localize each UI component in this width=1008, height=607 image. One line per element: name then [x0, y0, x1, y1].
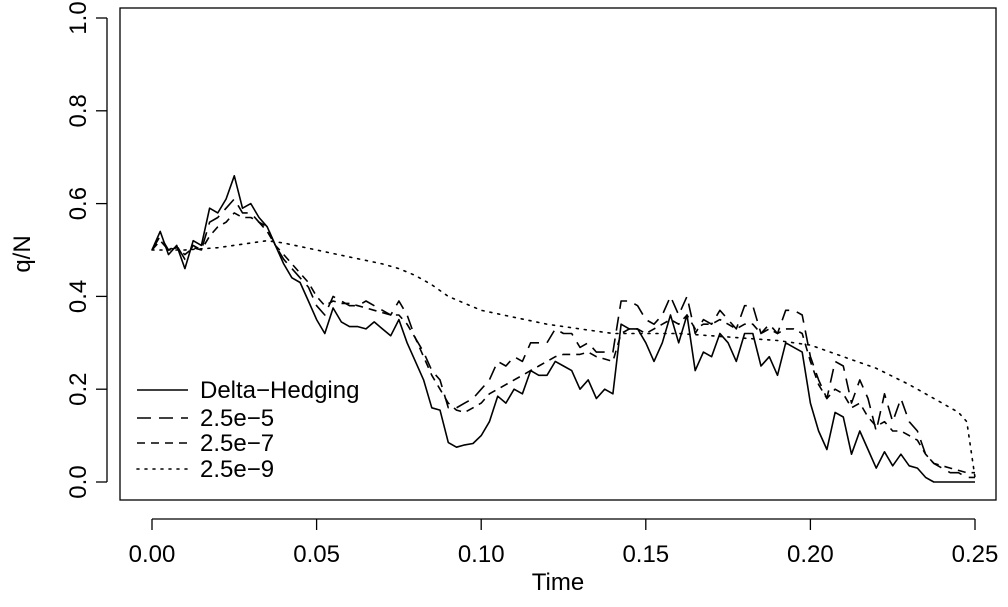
y-tick-label: 1.0 [65, 1, 92, 34]
y-axis: 0.0 0.2 0.4 0.6 0.8 1.0 [65, 1, 108, 499]
y-tick-label: 0.2 [65, 373, 92, 406]
y-tick-label: 0.6 [65, 187, 92, 220]
x-axis: 0.00 0.05 0.10 0.15 0.20 0.25 [129, 518, 999, 568]
x-tick-label: 0.20 [787, 541, 834, 568]
x-tick-label: 0.25 [952, 541, 999, 568]
x-tick-label: 0.15 [622, 541, 669, 568]
x-axis-title: Time [532, 569, 584, 596]
legend-label-2: 2.5e−7 [200, 430, 274, 457]
y-tick-label: 0.4 [65, 280, 92, 313]
legend-label-3: 2.5e−9 [200, 456, 274, 483]
series-line-1 [151, 198, 975, 479]
legend-label-0: Delta−Hedging [200, 377, 359, 404]
y-tick-label: 0.8 [65, 94, 92, 127]
x-tick-label: 0.10 [458, 541, 505, 568]
series-line-2 [151, 212, 975, 474]
x-tick-label: 0.05 [293, 541, 340, 568]
series-line-3 [151, 239, 976, 479]
y-axis-title: q/N [9, 235, 36, 272]
series-layer [151, 175, 976, 483]
y-tick-label: 0.0 [65, 465, 92, 498]
series-line-0 [151, 175, 975, 483]
plot-area-border [119, 7, 997, 501]
x-tick-label: 0.00 [129, 541, 176, 568]
legend-label-1: 2.5e−5 [200, 405, 274, 432]
